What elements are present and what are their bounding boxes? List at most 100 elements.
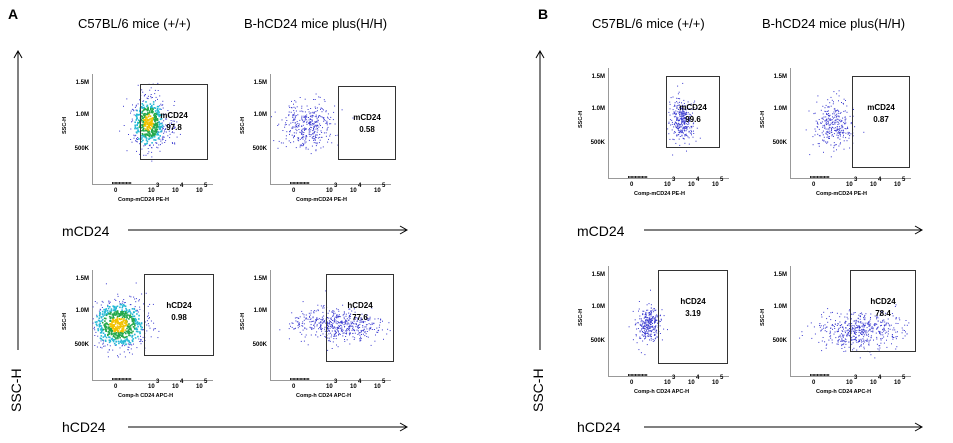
event-dot — [853, 109, 854, 110]
event-dot — [882, 319, 884, 321]
event-dot — [649, 328, 651, 330]
event-dot — [904, 335, 906, 337]
event-dot — [140, 335, 141, 337]
event-dot — [172, 125, 174, 127]
event-dot — [115, 337, 117, 339]
event-dot — [110, 323, 112, 325]
event-dot — [675, 112, 677, 114]
event-dot — [822, 125, 824, 127]
event-dot — [820, 329, 822, 331]
x-tick-label: 10 — [870, 380, 877, 386]
event-dot — [320, 147, 322, 149]
axis-minor-tick — [642, 374, 643, 376]
event-dot — [117, 337, 119, 340]
event-scatter — [628, 82, 701, 178]
event-dot — [109, 320, 112, 322]
event-dot — [685, 120, 687, 122]
flow-plot-b-humanized-mcd24: 1.5M 1.0M 500K SSC-H 0 10 3 10 4 10 5 Comp-mCD24 PE… — [760, 60, 920, 210]
event-dot — [316, 320, 317, 321]
event-dot — [149, 108, 152, 111]
event-dot — [315, 319, 317, 321]
event-dot — [131, 339, 134, 342]
event-dot — [339, 322, 341, 324]
event-dot — [138, 314, 140, 317]
event-dot — [304, 116, 306, 118]
event-dot — [325, 110, 327, 112]
event-dot — [153, 118, 155, 120]
event-dot — [681, 124, 683, 126]
event-dot — [154, 131, 156, 133]
event-dot — [105, 314, 108, 317]
x-axis-label: Comp-h CD24 APC-H — [296, 393, 352, 399]
event-dot — [309, 321, 311, 323]
event-dot — [341, 323, 343, 325]
event-dot — [143, 125, 145, 127]
event-dot — [818, 143, 820, 145]
axis-minor-tick — [298, 378, 300, 380]
event-dot — [320, 327, 322, 329]
event-dot — [847, 133, 849, 135]
event-dot — [164, 129, 165, 131]
event-dot — [338, 310, 340, 312]
event-dot — [111, 324, 114, 326]
event-dot — [299, 97, 301, 98]
event-dot — [639, 330, 641, 332]
x-tick-label: 10 — [664, 182, 671, 188]
event-dot — [128, 328, 130, 330]
event-dot — [158, 115, 160, 118]
event-dot — [675, 125, 677, 127]
axis-minor-tick — [290, 378, 291, 380]
x-tick-label: 10 — [148, 384, 155, 390]
event-dot — [327, 337, 329, 339]
event-dot — [125, 307, 127, 310]
event-dot — [655, 321, 657, 323]
event-dot — [650, 304, 652, 306]
event-dot — [864, 341, 866, 343]
event-dot — [305, 334, 307, 336]
event-dot — [129, 310, 131, 313]
event-dot — [824, 341, 826, 343]
event-dot — [323, 120, 325, 122]
event-dot — [860, 322, 862, 324]
event-dot — [316, 110, 318, 112]
event-dot — [822, 139, 823, 141]
event-dot — [343, 332, 345, 334]
event-dot — [140, 328, 143, 331]
axis-minor-tick — [127, 182, 129, 184]
event-dot — [122, 315, 125, 317]
event-dot — [140, 115, 143, 118]
event-dot — [682, 112, 683, 114]
event-dot — [144, 94, 146, 96]
event-dot — [138, 300, 140, 302]
event-dot — [103, 340, 104, 342]
event-dot — [842, 330, 844, 332]
event-dot — [684, 112, 686, 114]
event-dot — [311, 114, 313, 116]
event-dot — [117, 323, 119, 325]
event-dot — [834, 119, 836, 121]
event-dot — [906, 333, 908, 335]
event-dot — [140, 119, 142, 122]
event-dot — [359, 323, 361, 325]
gate-box: hCD24 0.98 — [144, 274, 214, 356]
event-dot — [677, 120, 679, 121]
event-dot — [682, 110, 684, 112]
event-dot — [839, 119, 841, 121]
event-dot — [97, 335, 99, 337]
event-dot — [304, 117, 306, 119]
event-dot — [858, 341, 860, 343]
event-dot — [331, 312, 333, 313]
event-dot — [316, 318, 318, 320]
event-dot — [822, 105, 824, 107]
event-dot — [338, 333, 340, 335]
event-dot — [122, 342, 125, 344]
event-dot — [838, 115, 840, 117]
event-dot — [104, 311, 106, 314]
event-dot — [335, 331, 337, 333]
event-dot — [361, 313, 363, 315]
event-dot — [131, 313, 134, 316]
event-dot — [102, 328, 105, 331]
event-dot — [168, 130, 170, 132]
event-dot — [319, 134, 321, 135]
event-dot — [151, 142, 153, 144]
